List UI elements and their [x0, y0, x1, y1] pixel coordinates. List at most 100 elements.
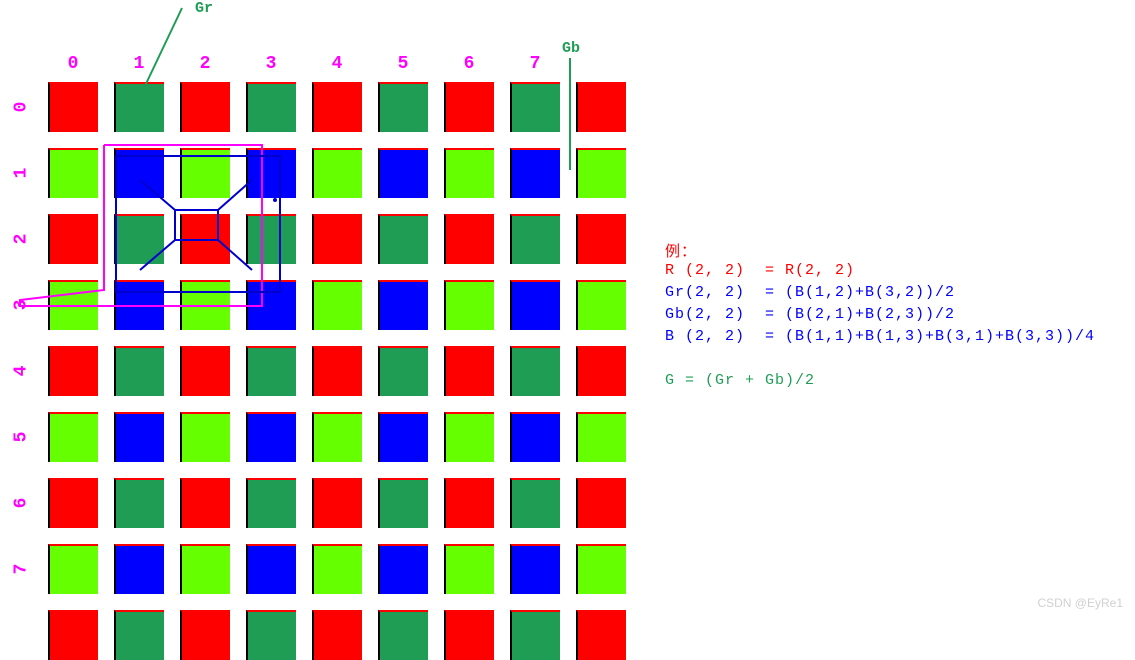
- grid-cell: [114, 82, 164, 132]
- grid-cell: [444, 610, 494, 660]
- grid-cell: [246, 544, 296, 594]
- grid-cell: [246, 82, 296, 132]
- grid-cell: [48, 610, 98, 660]
- formula-line: G = (Gr + Gb)/2: [665, 372, 815, 389]
- grid-cell: [444, 214, 494, 264]
- grid-cell: [48, 346, 98, 396]
- col-label: 2: [195, 54, 215, 74]
- grid-cell: [114, 412, 164, 462]
- col-label: 4: [327, 54, 347, 74]
- grid-cell: [378, 148, 428, 198]
- grid-cell: [180, 346, 230, 396]
- grid-cell: [510, 214, 560, 264]
- grid-cell: [378, 412, 428, 462]
- grid-cell: [180, 610, 230, 660]
- grid-cell: [246, 280, 296, 330]
- formula-line: Gr(2, 2) = (B(1,2)+B(3,2))/2: [665, 284, 955, 301]
- grid-cell: [114, 478, 164, 528]
- grid-cell: [312, 148, 362, 198]
- grid-cell: [312, 478, 362, 528]
- row-label: 3: [11, 300, 31, 311]
- grid-cell: [312, 610, 362, 660]
- grid-cell: [576, 610, 626, 660]
- grid-cell: [114, 544, 164, 594]
- grid-cell: [378, 82, 428, 132]
- col-label: 5: [393, 54, 413, 74]
- grid-cell: [576, 478, 626, 528]
- col-label: 6: [459, 54, 479, 74]
- grid-cell: [48, 148, 98, 198]
- gb-label: Gb: [562, 40, 580, 57]
- row-label: 0: [11, 102, 31, 113]
- grid-cell: [444, 544, 494, 594]
- grid-cell: [114, 610, 164, 660]
- grid-cell: [576, 82, 626, 132]
- overlay-annotations: [0, 0, 1135, 620]
- grid-cell: [444, 478, 494, 528]
- grid-cell: [246, 346, 296, 396]
- grid-cell: [246, 478, 296, 528]
- grid-cell: [444, 280, 494, 330]
- grid-cell: [510, 280, 560, 330]
- grid-cell: [180, 82, 230, 132]
- grid-cell: [510, 478, 560, 528]
- grid-cell: [378, 610, 428, 660]
- grid-cell: [48, 214, 98, 264]
- grid-cell: [378, 346, 428, 396]
- row-label: 7: [11, 564, 31, 575]
- grid-cell: [378, 544, 428, 594]
- grid-cell: [246, 610, 296, 660]
- col-label: 7: [525, 54, 545, 74]
- grid-cell: [510, 346, 560, 396]
- grid-cell: [312, 412, 362, 462]
- grid-cell: [48, 478, 98, 528]
- formula-line: B (2, 2) = (B(1,1)+B(1,3)+B(3,1)+B(3,3))…: [665, 328, 1095, 345]
- grid-cell: [114, 280, 164, 330]
- grid-cell: [576, 412, 626, 462]
- grid-cell: [510, 82, 560, 132]
- grid-cell: [246, 148, 296, 198]
- grid-cell: [180, 148, 230, 198]
- grid-cell: [312, 280, 362, 330]
- grid-cell: [510, 412, 560, 462]
- col-label: 1: [129, 54, 149, 74]
- grid-cell: [48, 280, 98, 330]
- grid-cell: [576, 280, 626, 330]
- grid-cell: [180, 478, 230, 528]
- grid-cell: [378, 280, 428, 330]
- grid-cell: [180, 214, 230, 264]
- grid-cell: [246, 412, 296, 462]
- grid-cell: [312, 544, 362, 594]
- grid-cell: [444, 82, 494, 132]
- formula-line: R (2, 2) = R(2, 2): [665, 262, 855, 279]
- grid-cell: [444, 346, 494, 396]
- grid-cell: [576, 544, 626, 594]
- row-label: 6: [11, 498, 31, 509]
- grid-cell: [246, 214, 296, 264]
- watermark: CSDN @EyRe1: [1037, 596, 1123, 610]
- row-label: 5: [11, 432, 31, 443]
- grid-cell: [444, 148, 494, 198]
- grid-cell: [510, 610, 560, 660]
- grid-cell: [48, 82, 98, 132]
- row-label: 2: [11, 234, 31, 245]
- grid-cell: [114, 214, 164, 264]
- grid-cell: [312, 214, 362, 264]
- grid-cell: [312, 82, 362, 132]
- grid-cell: [180, 412, 230, 462]
- grid-cell: [444, 412, 494, 462]
- grid-cell: [114, 148, 164, 198]
- grid-cell: [378, 214, 428, 264]
- formula-line: 例：: [665, 240, 697, 261]
- row-label: 4: [11, 366, 31, 377]
- grid-cell: [378, 478, 428, 528]
- col-label: 0: [63, 54, 83, 74]
- grid-cell: [510, 148, 560, 198]
- grid-cell: [180, 544, 230, 594]
- grid-cell: [312, 346, 362, 396]
- row-label: 1: [11, 168, 31, 179]
- gr-label: Gr: [195, 0, 213, 17]
- grid-cell: [114, 346, 164, 396]
- grid-cell: [576, 148, 626, 198]
- grid-cell: [510, 544, 560, 594]
